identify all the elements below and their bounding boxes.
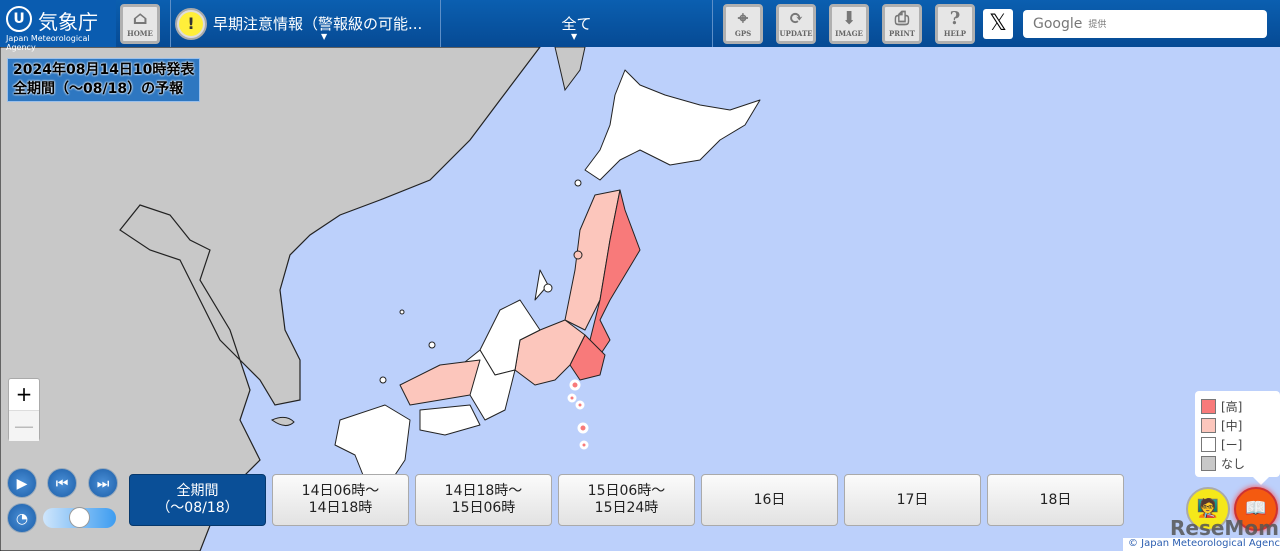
legend-item-high: [高]	[1201, 397, 1274, 416]
zoom-out-button[interactable]: —	[9, 410, 39, 441]
forecast-period: 全期間（～08/18）の予報	[13, 81, 184, 97]
legend-label: [中]	[1221, 419, 1243, 433]
tab-18[interactable]: 18日	[987, 474, 1124, 526]
issue-time: 2024年08月14日10時発表	[13, 62, 195, 78]
island	[543, 283, 553, 293]
tutorial-button[interactable]: 🧑‍🏫	[1186, 487, 1230, 531]
chugoku	[399, 359, 481, 406]
google-search-input[interactable]: Google 提供	[1023, 9, 1267, 38]
shikoku	[419, 404, 481, 436]
noto	[534, 269, 549, 301]
izu-island	[577, 422, 589, 434]
tab-all-period[interactable]: 全期間 （～08/18）	[129, 474, 266, 526]
header-toolbar: U 気象庁 Japan Meteorological Agency ⌂ HOME …	[0, 0, 1280, 52]
gps-icon: ⌖	[737, 8, 749, 29]
gps-label: GPS	[734, 29, 752, 38]
speed-gauge-icon: ◔	[7, 503, 37, 533]
zoom-control: + —	[8, 378, 40, 441]
x-share-button[interactable]: 𝕏	[983, 8, 1013, 39]
element-select[interactable]: ! 早期注意情報（警報級の可能... ▼	[170, 0, 440, 47]
logo-en: Japan Meteorological Agency	[6, 34, 90, 52]
book-info-icon: 📖	[1244, 498, 1268, 519]
tab-16[interactable]: 16日	[701, 474, 838, 526]
search-suffix: 提供	[1088, 20, 1107, 30]
legend-label: [ー]	[1221, 438, 1243, 452]
print-icon: ⎙	[894, 8, 910, 29]
tab-17[interactable]: 17日	[844, 474, 981, 526]
period-tabs: 全期間 （～08/18） 14日06時～ 14日18時 14日18時～ 15日0…	[129, 474, 1124, 526]
zoom-in-button[interactable]: +	[15, 382, 33, 406]
first-frame-button[interactable]: ⏮	[47, 468, 77, 498]
slider-knob[interactable]	[69, 507, 90, 528]
update-button[interactable]: ⟳ UPDATE	[776, 3, 816, 44]
home-label: HOME	[127, 29, 153, 38]
teacher-icon: 🧑‍🏫	[1196, 498, 1220, 519]
help-icon: ?	[949, 8, 961, 29]
island	[379, 376, 387, 384]
tab-14-18-15-06[interactable]: 14日18時～ 15日06時	[415, 474, 552, 526]
copyright: © Japan Meteorological Agency	[1123, 538, 1280, 551]
legend-label: [高]	[1221, 400, 1243, 414]
help-label: HELP	[943, 29, 967, 38]
tab-15-06-24[interactable]: 15日06時～ 15日24時	[558, 474, 695, 526]
izu-island	[567, 393, 577, 403]
resemom-watermark: ReseMom	[1170, 516, 1279, 540]
image-label: IMAGE	[835, 29, 863, 38]
legend-item-na: なし	[1201, 454, 1274, 473]
print-label: PRINT	[889, 29, 915, 38]
island	[573, 250, 583, 260]
tohoku-east	[589, 189, 641, 356]
jma-logo[interactable]: U 気象庁 Japan Meteorological Agency	[0, 0, 116, 52]
legend-item-none-level: [ー]	[1201, 435, 1274, 454]
map[interactable]	[0, 47, 1280, 551]
download-icon: ⬇	[841, 8, 857, 29]
island	[399, 309, 405, 315]
legend-item-mid: [中]	[1201, 416, 1274, 435]
logo-name: 気象庁	[38, 10, 98, 34]
element-select-value: 早期注意情報（警報級の可能...	[213, 15, 423, 33]
legend: [高] [中] [ー] なし	[1195, 391, 1280, 485]
issue-info-box: 2024年08月14日10時発表 全期間（～08/18）の予報	[7, 58, 201, 102]
jma-mark-icon: U	[6, 6, 32, 32]
help-button[interactable]: ? HELP	[935, 3, 975, 44]
jeju-island	[270, 416, 295, 426]
print-button[interactable]: ⎙ PRINT	[882, 3, 922, 44]
chevron-down-icon: ▼	[321, 32, 328, 41]
izu-island	[569, 379, 581, 391]
speed-slider[interactable]	[43, 507, 116, 528]
home-icon: ⌂	[132, 8, 148, 29]
area-select-value: 全て	[561, 15, 592, 33]
izu-island	[575, 400, 585, 410]
sakhalin-land	[554, 47, 586, 92]
legend-label: なし	[1221, 457, 1246, 471]
home-button[interactable]: ⌂ HOME	[120, 3, 160, 44]
last-frame-button[interactable]: ⏭	[88, 468, 118, 498]
refresh-icon: ⟳	[788, 8, 804, 29]
gps-button[interactable]: ⌖ GPS	[723, 3, 763, 44]
image-button[interactable]: ⬇ IMAGE	[829, 3, 869, 44]
island	[428, 341, 436, 349]
warning-icon: !	[175, 7, 207, 40]
x-icon: 𝕏	[989, 10, 1007, 36]
continent-land	[0, 47, 541, 551]
izu-island	[579, 440, 589, 450]
hokkaido	[584, 69, 761, 181]
chevron-down-icon: ▼	[571, 32, 578, 41]
play-button[interactable]: ▶	[7, 468, 37, 498]
tab-14-06-18[interactable]: 14日06時～ 14日18時	[272, 474, 409, 526]
info-button[interactable]: 📖	[1234, 487, 1278, 531]
search-placeholder: Google	[1033, 15, 1083, 32]
area-select[interactable]: 全て ▼	[440, 0, 712, 47]
island	[574, 179, 582, 187]
update-label: UPDATE	[779, 29, 813, 38]
